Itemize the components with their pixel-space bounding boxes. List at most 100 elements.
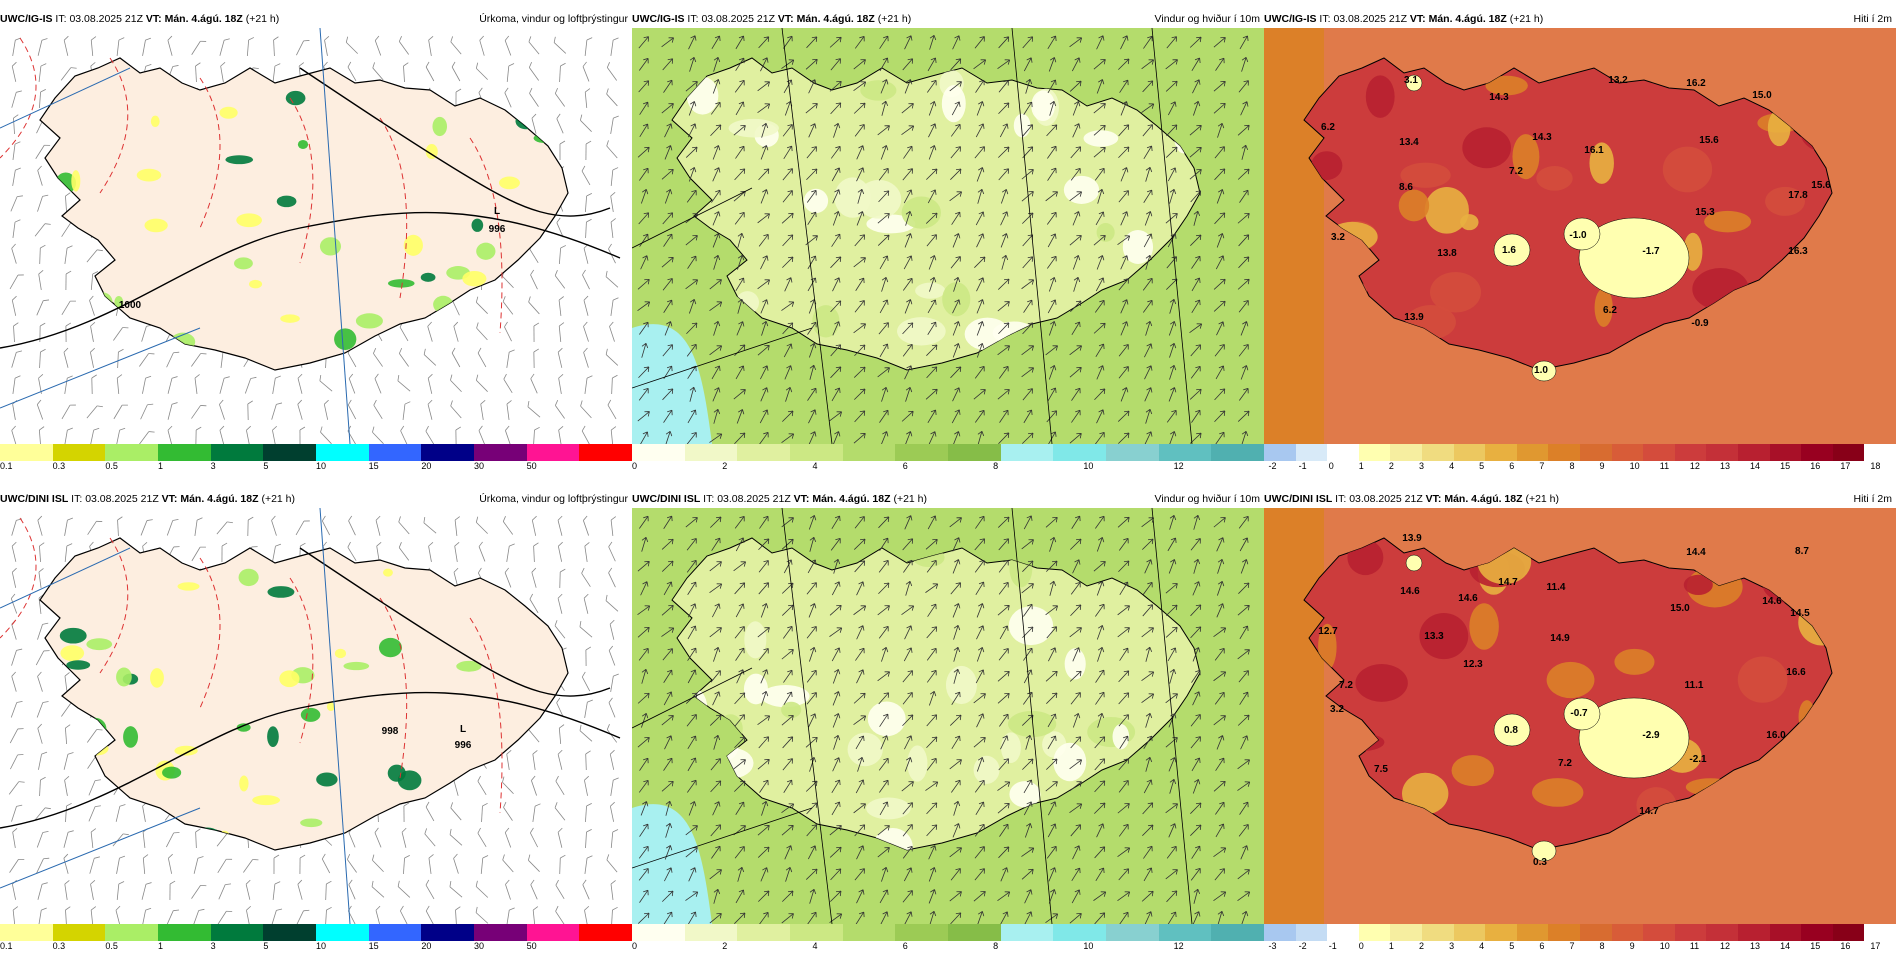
colorbar bbox=[1264, 444, 1896, 461]
colorbar-swatch bbox=[1327, 444, 1359, 461]
panel-header: UWC/IG-IS IT: 03.08.2025 21Z VT: Mán. 4.… bbox=[0, 10, 632, 28]
map-label: 3.2 bbox=[1331, 232, 1345, 243]
colorbar-swatch bbox=[1675, 444, 1707, 461]
colorbar-swatch bbox=[0, 924, 53, 941]
panel-title: Vindur og hviður í 10m bbox=[1155, 10, 1260, 28]
colorbar-swatch bbox=[1001, 924, 1054, 941]
colorbar-swatch bbox=[1548, 924, 1580, 941]
vt-label: VT: bbox=[162, 493, 178, 505]
colorbar-swatch bbox=[843, 444, 896, 461]
colorbar-swatch bbox=[1833, 924, 1865, 941]
colorbar-swatch bbox=[369, 444, 422, 461]
vt-label: VT: bbox=[1426, 493, 1442, 505]
colorbar-swatch bbox=[790, 924, 843, 941]
colorbar-swatch bbox=[316, 924, 369, 941]
colorbar-swatch bbox=[1833, 444, 1865, 461]
colorbar-swatch bbox=[632, 444, 685, 461]
colorbar-swatch bbox=[527, 924, 580, 941]
lead-time: (+21 h) bbox=[878, 13, 912, 25]
colorbar-swatch bbox=[1359, 924, 1391, 941]
map-panel-precip-igis: UWC/IG-IS IT: 03.08.2025 21Z VT: Mán. 4.… bbox=[0, 10, 632, 480]
colorbar-swatch bbox=[579, 924, 632, 941]
colorbar-swatch bbox=[1643, 444, 1675, 461]
map-label: 14.6 bbox=[1458, 593, 1478, 604]
colorbar-swatch bbox=[1738, 444, 1770, 461]
colorbar-swatch bbox=[1390, 444, 1422, 461]
valid-time: Mán. 4.ágú. 18Z bbox=[1429, 13, 1507, 25]
colorbar-tick-label: 15 bbox=[1780, 461, 1790, 471]
colorbar-tick-label: 0.1 bbox=[0, 461, 13, 471]
colorbar-swatch bbox=[843, 924, 896, 941]
map-label: L bbox=[460, 724, 466, 735]
colorbar-swatch bbox=[105, 924, 158, 941]
model-name: UWC/DINI ISL bbox=[0, 493, 68, 505]
map-label: 7.5 bbox=[1374, 764, 1388, 775]
colorbar-swatch bbox=[474, 444, 527, 461]
lead-time: (+21 h) bbox=[246, 13, 280, 25]
colorbar bbox=[1264, 924, 1896, 941]
colorbar-tick-label: 10 bbox=[1630, 461, 1640, 471]
map-area bbox=[632, 508, 1264, 924]
colorbar-swatch bbox=[579, 444, 632, 461]
map-label: 14.5 bbox=[1790, 608, 1810, 619]
model-name: UWC/IG-IS bbox=[632, 13, 685, 25]
colorbar-swatch bbox=[527, 444, 580, 461]
colorbar-swatch bbox=[1422, 924, 1454, 941]
map-panel-precip-dini: UWC/DINI ISL IT: 03.08.2025 21Z VT: Mán.… bbox=[0, 490, 632, 960]
colorbar-swatch bbox=[1801, 924, 1833, 941]
model-name: UWC/IG-IS bbox=[0, 13, 53, 25]
map-label: 15.3 bbox=[1695, 207, 1715, 218]
map-label: 13.9 bbox=[1402, 533, 1422, 544]
map-panel-temp-dini: UWC/DINI ISL IT: 03.08.2025 21Z VT: Mán.… bbox=[1264, 490, 1896, 960]
colorbar-tick-label: 10 bbox=[316, 461, 326, 471]
map-panel-temp-igis: UWC/IG-IS IT: 03.08.2025 21Z VT: Mán. 4.… bbox=[1264, 10, 1896, 480]
map-label: 12.3 bbox=[1463, 659, 1483, 670]
colorbar-swatch bbox=[1485, 924, 1517, 941]
colorbar-swatch bbox=[895, 444, 948, 461]
map-label: 3.1 bbox=[1404, 75, 1418, 86]
colorbar-swatch bbox=[1706, 444, 1738, 461]
colorbar bbox=[632, 444, 1264, 461]
colorbar-swatch bbox=[421, 444, 474, 461]
colorbar-swatch bbox=[1612, 444, 1644, 461]
colorbar-tick-label: 2 bbox=[1389, 461, 1394, 471]
lead-time: (+21 h) bbox=[1510, 13, 1544, 25]
colorbar-tick-label: 0 bbox=[1329, 461, 1334, 471]
valid-time: Mán. 4.ágú. 18Z bbox=[1444, 493, 1522, 505]
colorbar-tick-label: 12 bbox=[1690, 461, 1700, 471]
colorbar-swatch bbox=[1106, 924, 1159, 941]
panel-title: Hiti í 2m bbox=[1853, 10, 1892, 28]
issue-time: 03.08.2025 21Z bbox=[69, 13, 143, 25]
vt-label: VT: bbox=[794, 493, 810, 505]
colorbar-swatch bbox=[1770, 924, 1802, 941]
colorbar bbox=[0, 924, 632, 941]
colorbar-swatch bbox=[1422, 444, 1454, 461]
map-label: 3.2 bbox=[1330, 704, 1344, 715]
vt-label: VT: bbox=[1410, 13, 1426, 25]
colorbar-swatch bbox=[211, 924, 264, 941]
map-svg bbox=[632, 28, 1264, 444]
panel-title: Vindur og hviður í 10m bbox=[1155, 490, 1260, 508]
map-label: 13.4 bbox=[1399, 137, 1419, 148]
map-label: 17.8 bbox=[1788, 190, 1808, 201]
colorbar-tick-label: 8 bbox=[993, 461, 998, 471]
colorbar-swatch bbox=[1580, 924, 1612, 941]
colorbar-swatch bbox=[0, 444, 53, 461]
colorbar-swatch bbox=[1264, 924, 1296, 941]
map-label: 7.2 bbox=[1558, 758, 1572, 769]
colorbar-swatch bbox=[1264, 444, 1296, 461]
colorbar-swatch bbox=[1643, 924, 1675, 941]
map-label: 996 bbox=[489, 224, 506, 235]
map-label: 8.7 bbox=[1795, 546, 1809, 557]
map-label: 16.6 bbox=[1786, 667, 1806, 678]
map-label: 15.0 bbox=[1670, 603, 1690, 614]
map-label: -2.1 bbox=[1689, 754, 1707, 765]
